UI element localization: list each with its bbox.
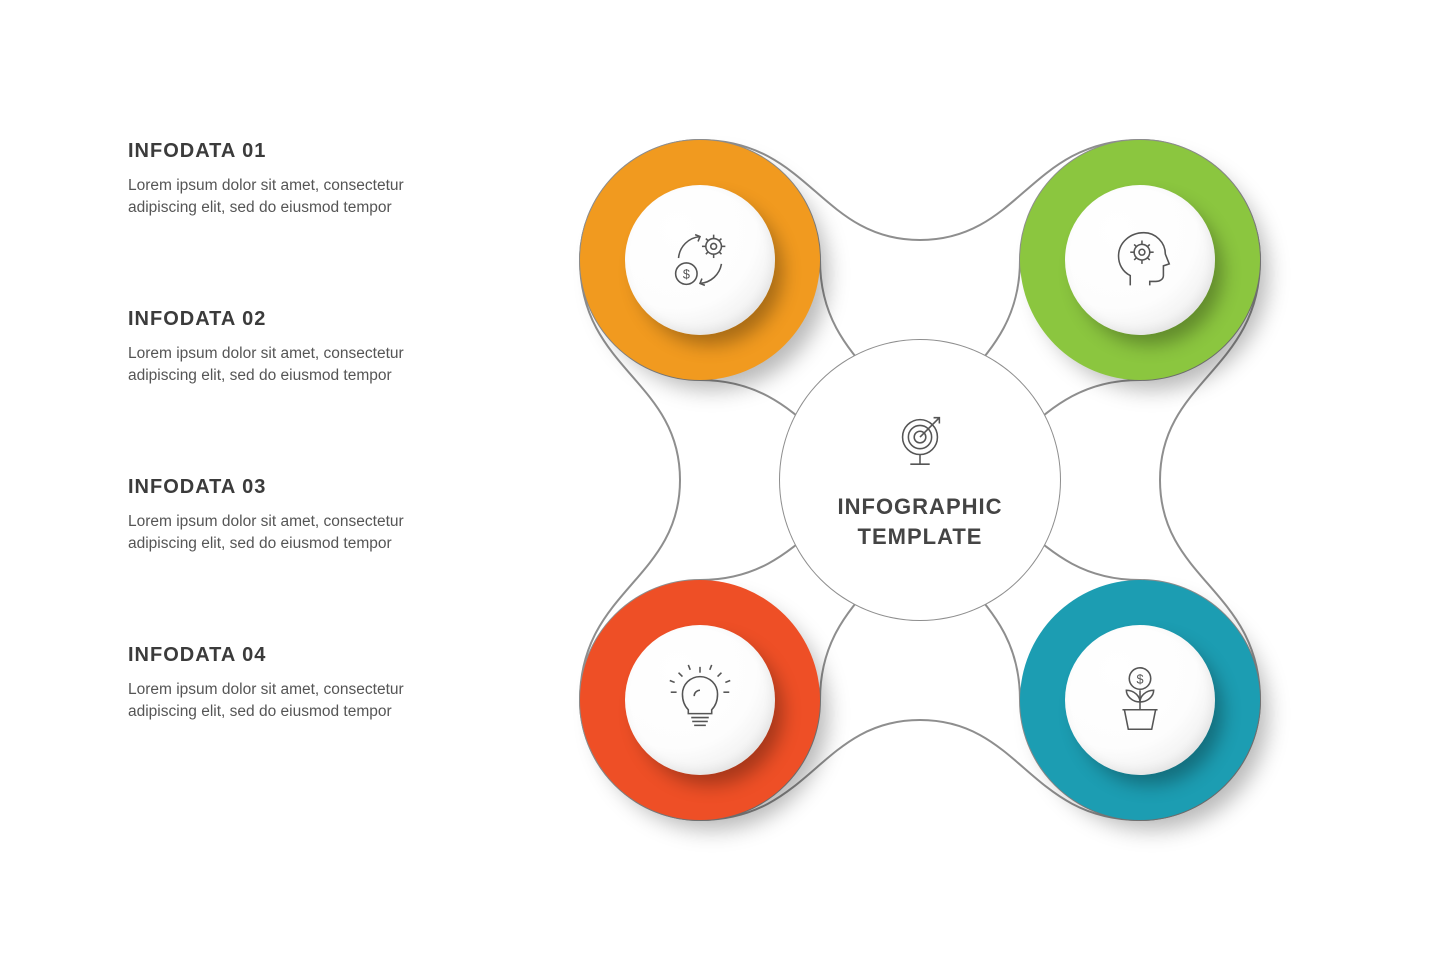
node-4: $ — [1020, 580, 1260, 820]
diagram: INFOGRAPHIC TEMPLATE $ — [520, 80, 1320, 880]
node-2-inner — [1065, 185, 1215, 335]
node-4-inner: $ — [1065, 625, 1215, 775]
node-3 — [580, 580, 820, 820]
info-title-3: INFODATA 03 — [128, 476, 428, 499]
center-title-line2: TEMPLATE — [858, 524, 983, 549]
info-item-3: INFODATA 03 Lorem ipsum dolor sit amet, … — [128, 476, 428, 556]
info-item-4: INFODATA 04 Lorem ipsum dolor sit amet, … — [128, 644, 428, 724]
center-circle: INFOGRAPHIC TEMPLATE — [780, 340, 1060, 620]
money-plant-icon: $ — [1101, 661, 1179, 739]
info-item-1: INFODATA 01 Lorem ipsum dolor sit amet, … — [128, 140, 428, 220]
node-2 — [1020, 140, 1260, 380]
info-item-2: INFODATA 02 Lorem ipsum dolor sit amet, … — [128, 308, 428, 388]
svg-text:$: $ — [683, 268, 690, 282]
svg-text:$: $ — [1136, 672, 1143, 686]
text-column: INFODATA 01 Lorem ipsum dolor sit amet, … — [128, 140, 428, 812]
info-body-2: Lorem ipsum dolor sit amet, consectetur … — [128, 343, 428, 388]
info-body-1: Lorem ipsum dolor sit amet, consectetur … — [128, 175, 428, 220]
node-1: $ — [580, 140, 820, 380]
info-body-4: Lorem ipsum dolor sit amet, consectetur … — [128, 679, 428, 724]
head-gear-icon — [1101, 221, 1179, 299]
money-cycle-icon: $ — [661, 221, 739, 299]
center-title-line1: INFOGRAPHIC — [838, 494, 1003, 519]
target-icon — [889, 408, 951, 470]
info-body-3: Lorem ipsum dolor sit amet, consectetur … — [128, 511, 428, 556]
info-title-4: INFODATA 04 — [128, 644, 428, 667]
node-3-inner — [625, 625, 775, 775]
info-title-2: INFODATA 02 — [128, 308, 428, 331]
lightbulb-icon — [661, 661, 739, 739]
center-title: INFOGRAPHIC TEMPLATE — [838, 492, 1003, 551]
node-1-inner: $ — [625, 185, 775, 335]
info-title-1: INFODATA 01 — [128, 140, 428, 163]
infographic-canvas: INFODATA 01 Lorem ipsum dolor sit amet, … — [0, 0, 1435, 980]
